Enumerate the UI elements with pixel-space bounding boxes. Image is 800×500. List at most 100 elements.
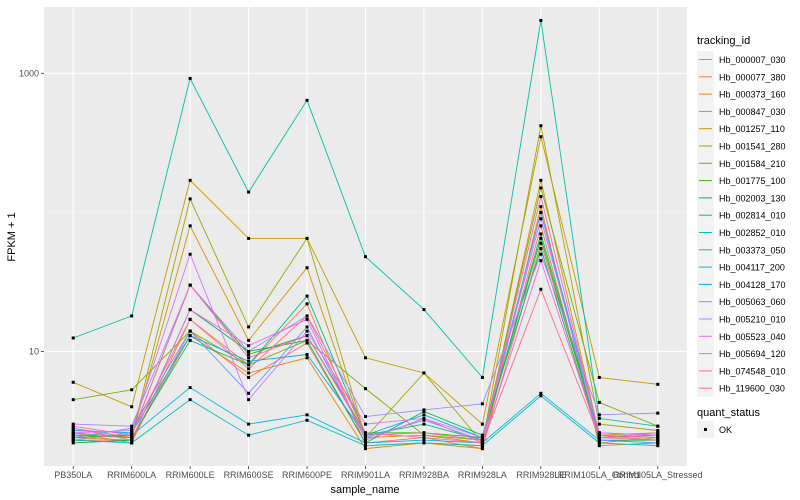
data-point xyxy=(480,422,484,426)
data-point xyxy=(130,424,134,428)
data-point xyxy=(597,422,601,426)
series-points xyxy=(71,18,660,451)
data-point xyxy=(422,308,426,312)
data-point xyxy=(71,431,75,435)
data-point xyxy=(305,356,309,360)
data-point xyxy=(188,224,192,228)
legend-label: Hb_005523_040 xyxy=(719,332,786,342)
data-point xyxy=(656,429,660,433)
data-point xyxy=(130,431,134,435)
x-tick-label: RRIM105LA_Control xyxy=(558,470,641,480)
data-point xyxy=(539,124,543,128)
data-point xyxy=(71,429,75,433)
data-point xyxy=(539,236,543,240)
data-point xyxy=(539,135,543,139)
data-point xyxy=(247,363,251,367)
data-point xyxy=(422,409,426,413)
data-point xyxy=(422,413,426,417)
data-point xyxy=(188,308,192,312)
data-point xyxy=(364,438,367,442)
data-point xyxy=(364,356,367,360)
data-point xyxy=(539,259,543,263)
data-point xyxy=(305,317,309,321)
data-point xyxy=(247,359,251,363)
data-point xyxy=(71,426,75,430)
data-point xyxy=(71,438,75,442)
data-point xyxy=(364,431,367,435)
data-point xyxy=(422,408,426,412)
legend-label: Hb_074548_010 xyxy=(719,366,786,376)
data-point xyxy=(247,349,251,353)
data-point xyxy=(422,441,426,445)
data-point xyxy=(247,325,251,329)
legend: tracking_id Hb_000007_030Hb_000077_380Hb… xyxy=(697,35,786,438)
data-point xyxy=(539,252,543,256)
legend-label: Hb_002003_130 xyxy=(719,193,786,203)
data-point xyxy=(539,186,543,190)
y-axis-title: FPKM + 1 xyxy=(6,212,18,261)
legend-items: Hb_000007_030 Hb_000077_380 Hb_000373_160 H… xyxy=(697,51,786,397)
x-tick-label: RRIM600LE xyxy=(166,470,215,480)
data-point xyxy=(539,246,543,250)
data-point xyxy=(539,217,543,221)
data-point xyxy=(539,224,543,228)
y-tick-label: 1000 xyxy=(19,68,39,78)
data-point xyxy=(188,178,192,182)
data-point xyxy=(305,302,309,306)
data-point xyxy=(247,433,251,437)
data-point xyxy=(305,418,309,422)
data-point xyxy=(656,431,660,435)
data-point xyxy=(364,447,367,451)
data-point xyxy=(188,76,192,80)
data-point xyxy=(364,444,367,448)
data-point xyxy=(364,387,367,391)
data-point xyxy=(656,438,660,442)
data-point xyxy=(597,433,601,437)
data-point xyxy=(422,416,426,420)
x-tick-label: RRIM600LA xyxy=(107,470,156,480)
data-point xyxy=(597,431,601,435)
data-point xyxy=(247,398,251,402)
legend-label: Hb_003373_050 xyxy=(719,245,786,255)
legend-label: Hb_004117_200 xyxy=(719,263,785,273)
data-point xyxy=(247,375,251,379)
y-tick-label: 10 xyxy=(29,346,39,356)
data-point xyxy=(539,18,543,22)
data-point xyxy=(539,391,543,395)
data-point xyxy=(130,438,134,442)
data-point xyxy=(480,433,484,437)
data-point xyxy=(364,441,367,445)
data-point xyxy=(656,424,660,428)
legend-label: Hb_005210_010 xyxy=(719,315,786,325)
x-tick-label: RRIM928LE xyxy=(516,470,565,480)
data-point xyxy=(247,190,251,194)
data-point xyxy=(480,441,484,445)
data-point xyxy=(597,436,601,440)
data-point xyxy=(188,283,192,287)
data-point xyxy=(130,388,134,392)
data-point xyxy=(247,422,251,426)
legend-label: Hb_001775_100 xyxy=(719,176,786,186)
data-point xyxy=(480,444,484,448)
data-point xyxy=(130,433,134,437)
data-point xyxy=(422,438,426,442)
data-point xyxy=(247,353,251,357)
data-point xyxy=(597,444,601,448)
data-point xyxy=(364,433,367,437)
data-point xyxy=(305,266,309,270)
legend-title: tracking_id xyxy=(697,35,750,47)
data-point xyxy=(364,415,367,419)
data-point xyxy=(422,431,426,435)
data-point xyxy=(247,344,251,348)
data-point xyxy=(71,424,75,428)
data-point xyxy=(422,418,426,422)
data-point xyxy=(71,433,75,437)
data-point xyxy=(305,314,309,318)
data-point xyxy=(130,426,134,430)
legend-label: Hb_000007_030 xyxy=(719,55,786,65)
data-point xyxy=(247,371,251,375)
data-point xyxy=(364,436,367,440)
data-point xyxy=(539,210,543,214)
legend2-key-point xyxy=(704,428,707,431)
